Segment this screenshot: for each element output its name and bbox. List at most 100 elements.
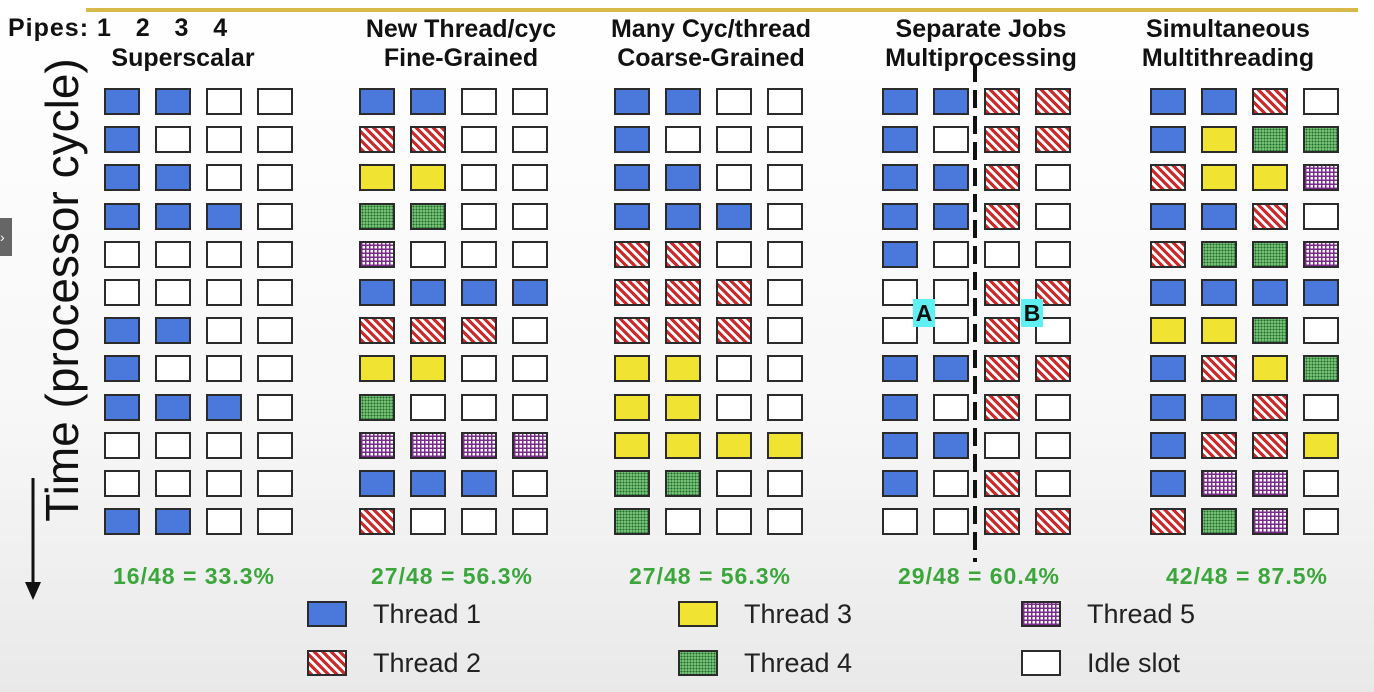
slot-fine-grained-r6-p2: [410, 279, 446, 306]
slot-smt-r3-p3: [1252, 164, 1288, 191]
slot-multiprocessing-r5-p2: [933, 241, 969, 268]
legend-label-t5: Thread 5: [1087, 599, 1196, 629]
slot-fine-grained-r12-p2: [410, 508, 446, 535]
slot-coarse-grained-r7-p3: [716, 317, 752, 344]
legend-item-t1: Thread 1: [307, 598, 567, 630]
slot-multiprocessing-r3-p1: [882, 164, 918, 191]
slot-coarse-grained-r2-p3: [716, 126, 752, 153]
slot-multiprocessing-r5-p1: [882, 241, 918, 268]
utilization-fine-grained: 27/48 = 56.3%: [371, 563, 533, 589]
slot-coarse-grained-r5-p4: [767, 241, 803, 268]
slot-smt-r7-p4: [1303, 317, 1339, 344]
slot-fine-grained-r7-p1: [359, 317, 395, 344]
legend-item-t3: Thread 3: [678, 598, 938, 630]
slot-fine-grained-r12-p3: [461, 508, 497, 535]
slot-smt-r8-p1: [1150, 355, 1186, 382]
slot-smt-r7-p1: [1150, 317, 1186, 344]
slot-multiprocessing-r1-p1: [882, 88, 918, 115]
slot-superscalar-r10-p3: [206, 432, 242, 459]
slot-multiprocessing-r6-p2: [933, 279, 969, 306]
slot-smt-r1-p2: [1201, 88, 1237, 115]
slot-fine-grained-r1-p1: [359, 88, 395, 115]
slot-coarse-grained-r4-p4: [767, 203, 803, 230]
slot-superscalar-r3-p1: [104, 164, 140, 191]
slot-fine-grained-r12-p1: [359, 508, 395, 535]
slot-multiprocessing-r11-p2: [933, 470, 969, 497]
slot-fine-grained-r2-p2: [410, 126, 446, 153]
slot-superscalar-r2-p4: [257, 126, 293, 153]
slot-coarse-grained-r4-p1: [614, 203, 650, 230]
slot-coarse-grained-r7-p4: [767, 317, 803, 344]
column-title-line2-fine-grained: Fine-Grained: [383, 44, 539, 72]
slot-smt-r9-p3: [1252, 394, 1288, 421]
slot-superscalar-r4-p4: [257, 203, 293, 230]
slot-superscalar-r8-p2: [155, 355, 191, 382]
slot-superscalar-r9-p1: [104, 394, 140, 421]
slot-superscalar-r1-p3: [206, 88, 242, 115]
legend-item-t4: Thread 4: [678, 647, 938, 679]
slot-coarse-grained-r12-p1: [614, 508, 650, 535]
slot-coarse-grained-r10-p2: [665, 432, 701, 459]
slot-coarse-grained-r12-p3: [716, 508, 752, 535]
slot-multiprocessing-r1-p3: [984, 88, 1020, 115]
slot-superscalar-r6-p1: [104, 279, 140, 306]
legend-label-t2: Thread 2: [373, 648, 482, 678]
slot-superscalar-r5-p3: [206, 241, 242, 268]
slot-superscalar-r2-p1: [104, 126, 140, 153]
side-tab[interactable]: ›: [0, 218, 12, 256]
slot-fine-grained-r7-p4: [512, 317, 548, 344]
slot-fine-grained-r9-p4: [512, 394, 548, 421]
slot-smt-r6-p4: [1303, 279, 1339, 306]
column-title-line1-multiprocessing: Separate Jobs: [895, 15, 1067, 43]
slot-coarse-grained-r9-p4: [767, 394, 803, 421]
slot-multiprocessing-r12-p1: [882, 508, 918, 535]
slot-multiprocessing-r12-p2: [933, 508, 969, 535]
legend-label-t1: Thread 1: [373, 599, 482, 629]
slot-multiprocessing-r8-p1: [882, 355, 918, 382]
slot-fine-grained-r5-p2: [410, 241, 446, 268]
slot-fine-grained-r3-p4: [512, 164, 548, 191]
slot-coarse-grained-r6-p1: [614, 279, 650, 306]
slot-multiprocessing-r3-p3: [984, 164, 1020, 191]
column-title-line2-superscalar: Superscalar: [111, 44, 255, 72]
slot-superscalar-r10-p4: [257, 432, 293, 459]
legend-item-t2: Thread 2: [307, 647, 567, 679]
slot-multiprocessing-r9-p1: [882, 394, 918, 421]
slot-multiprocessing-r10-p3: [984, 432, 1020, 459]
slot-coarse-grained-r4-p3: [716, 203, 752, 230]
slot-multiprocessing-r1-p4: [1035, 88, 1071, 115]
slot-coarse-grained-r8-p4: [767, 355, 803, 382]
slot-smt-r2-p2: [1201, 126, 1237, 153]
slot-superscalar-r6-p2: [155, 279, 191, 306]
slot-smt-r8-p3: [1252, 355, 1288, 382]
slot-multiprocessing-r8-p2: [933, 355, 969, 382]
slot-superscalar-r10-p2: [155, 432, 191, 459]
slot-fine-grained-r6-p3: [461, 279, 497, 306]
slot-superscalar-r12-p3: [206, 508, 242, 535]
slot-fine-grained-r1-p3: [461, 88, 497, 115]
slot-coarse-grained-r1-p3: [716, 88, 752, 115]
slot-multiprocessing-r7-p3: [984, 317, 1020, 344]
slot-multiprocessing-r11-p4: [1035, 470, 1071, 497]
column-title-line2-multiprocessing: Multiprocessing: [885, 44, 1077, 72]
slot-fine-grained-r12-p4: [512, 508, 548, 535]
slot-fine-grained-r5-p4: [512, 241, 548, 268]
slot-coarse-grained-r6-p2: [665, 279, 701, 306]
slot-fine-grained-r4-p2: [410, 203, 446, 230]
slot-smt-r9-p2: [1201, 394, 1237, 421]
slot-smt-r9-p1: [1150, 394, 1186, 421]
slot-superscalar-r11-p3: [206, 470, 242, 497]
slot-multiprocessing-r4-p2: [933, 203, 969, 230]
slot-superscalar-r11-p2: [155, 470, 191, 497]
slot-smt-r11-p2: [1201, 470, 1237, 497]
slot-fine-grained-r1-p4: [512, 88, 548, 115]
slot-coarse-grained-r5-p2: [665, 241, 701, 268]
slot-coarse-grained-r2-p1: [614, 126, 650, 153]
marker-b: B: [1021, 299, 1043, 327]
slot-multiprocessing-r7-p1: [882, 317, 918, 344]
slot-multiprocessing-r3-p2: [933, 164, 969, 191]
slot-multiprocessing-r8-p3: [984, 355, 1020, 382]
slot-multiprocessing-r4-p1: [882, 203, 918, 230]
slot-smt-r2-p3: [1252, 126, 1288, 153]
slot-superscalar-r4-p3: [206, 203, 242, 230]
